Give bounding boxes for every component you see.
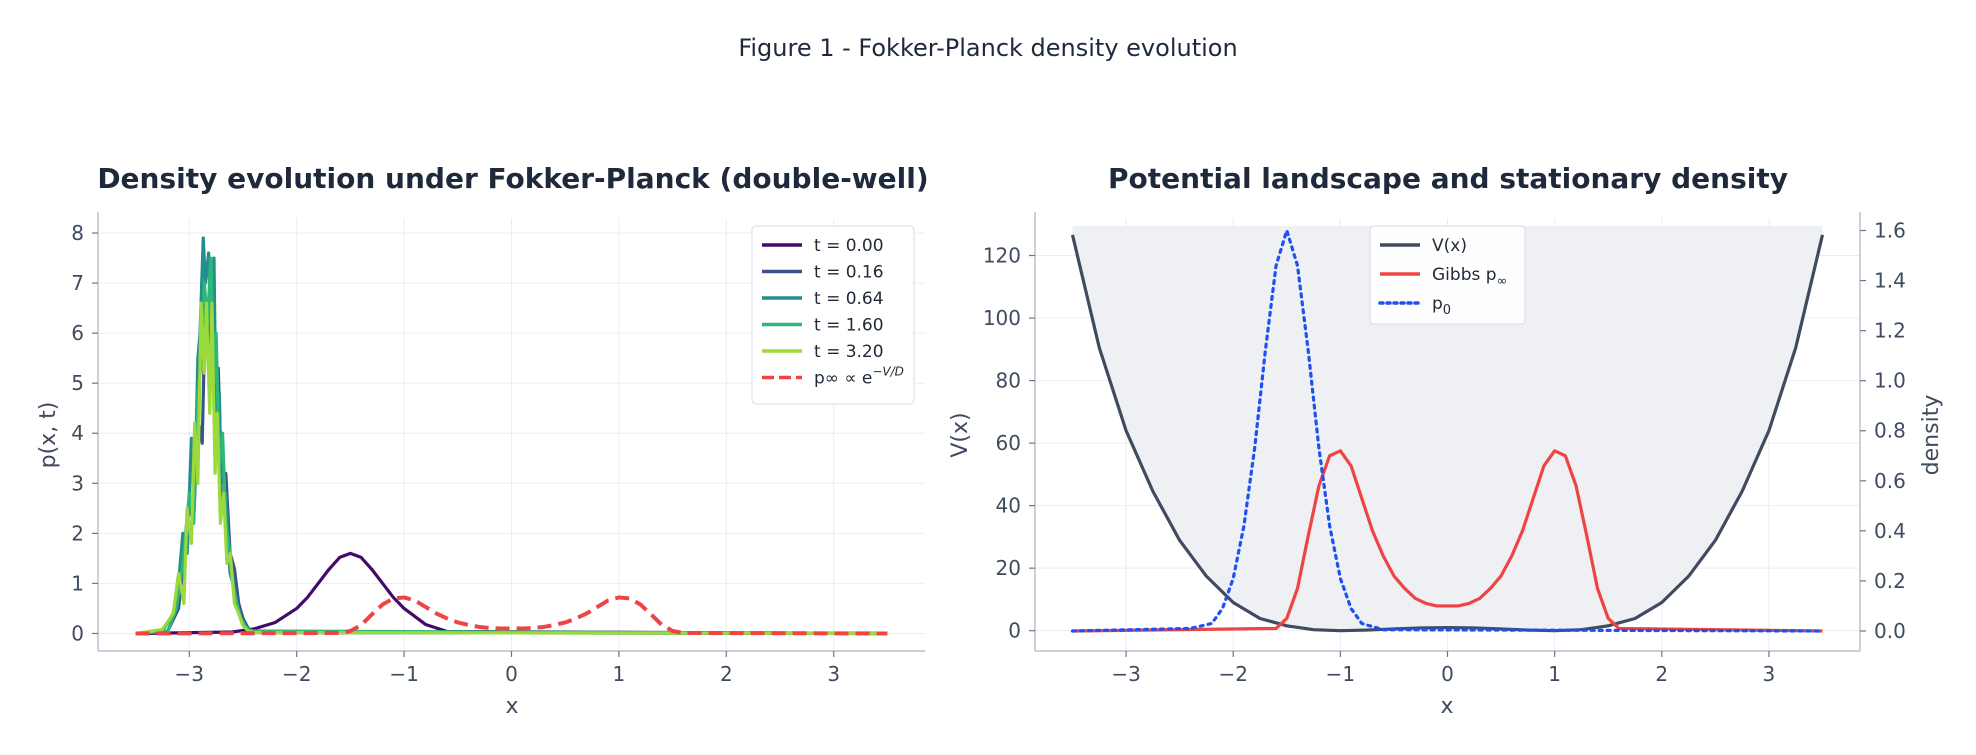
- y2-tick-label: 0.2: [1874, 569, 1906, 593]
- y-tick-label: 7: [71, 271, 84, 295]
- series-line-0: [1070, 234, 1825, 633]
- y2-tick-label: 0.8: [1874, 419, 1906, 443]
- figure-suptitle: Figure 1 - Fokker-Planck density evoluti…: [738, 34, 1237, 62]
- series-line-1: [1072, 449, 1823, 633]
- x-tick-label: 1: [1548, 662, 1561, 686]
- x-tick-label: −3: [175, 662, 204, 686]
- x-tick-label: −2: [282, 662, 311, 686]
- right-secondary-y-axis-label: density: [1919, 395, 1944, 476]
- x-tick-label: 3: [827, 662, 840, 686]
- x-tick-label: −1: [389, 662, 418, 686]
- x-tick-label: −2: [1218, 662, 1247, 686]
- left-y-axis-label: p(x, t): [36, 402, 61, 469]
- y2-tick-label: 1.4: [1874, 269, 1906, 293]
- right-panel-title: Potential landscape and stationary densi…: [1108, 162, 1788, 195]
- y-tick-label: 100: [983, 306, 1021, 330]
- legend-frame: [1369, 225, 1526, 325]
- y2-tick-label: 1.2: [1874, 319, 1906, 343]
- x-tick-label: 0: [505, 662, 518, 686]
- y-tick-label: 0: [71, 621, 84, 645]
- right-secondary-y-ticks: 0.0 0.2 0.4 0.6 0.8 1.0 1.2 1.4 1.6: [1860, 219, 1906, 643]
- right-series-layer: [1070, 228, 1825, 633]
- left-x-ticks: −3 −2 −1 0 1 2 3: [175, 651, 840, 686]
- legend-label: t = 0.16: [814, 263, 884, 283]
- right-y-axis-label: V(x): [948, 412, 973, 457]
- density-evolution-panel: Density evolution under Fokker-Planck (d…: [36, 162, 929, 719]
- y-tick-label: 60: [996, 431, 1021, 455]
- left-y-ticks: 0 1 2 3 4 5 6 7 8: [71, 221, 98, 645]
- y-tick-label: 80: [996, 369, 1021, 393]
- y-tick-label: 3: [71, 471, 84, 495]
- y-tick-label: 20: [996, 556, 1021, 580]
- left-panel-title: Density evolution under Fokker-Planck (d…: [97, 162, 928, 195]
- legend-label: t = 1.60: [814, 316, 884, 336]
- y2-tick-label: 1.6: [1874, 219, 1906, 243]
- legend-label: V(x): [1432, 236, 1467, 256]
- right-fill-layer: [1072, 226, 1823, 631]
- y-tick-label: 0: [1008, 619, 1021, 643]
- y2-tick-label: 0.6: [1874, 469, 1906, 493]
- y-tick-label: 120: [983, 244, 1021, 268]
- series-line-5: [135, 595, 888, 636]
- y2-tick-label: 0.0: [1874, 619, 1906, 643]
- y-tick-label: 40: [996, 494, 1021, 518]
- x-tick-label: 2: [1655, 662, 1668, 686]
- right-x-ticks: −3 −2 −1 0 1 2 3: [1111, 651, 1775, 686]
- y-tick-label: 1: [71, 571, 84, 595]
- series-line-2: [1070, 228, 1825, 633]
- legend-label: t = 0.00: [814, 236, 884, 256]
- legend-label-subscript: 0: [1443, 303, 1451, 318]
- series-line-4: [135, 301, 888, 636]
- left-series-layer: [135, 236, 888, 636]
- x-tick-label: −3: [1111, 662, 1140, 686]
- x-tick-label: 1: [613, 662, 626, 686]
- legend-label: t = 3.20: [814, 342, 884, 362]
- potential-landscape-panel: Potential landscape and stationary densi…: [948, 162, 1944, 719]
- y-tick-label: 8: [71, 221, 84, 245]
- potential-fill-area: [1072, 226, 1823, 631]
- y2-tick-label: 0.4: [1874, 519, 1906, 543]
- y-tick-label: 5: [71, 371, 84, 395]
- legend-label: t = 0.64: [814, 289, 884, 309]
- legend-label-superscript: −V/D: [872, 365, 904, 379]
- x-tick-label: 0: [1441, 662, 1454, 686]
- x-tick-label: 2: [720, 662, 733, 686]
- x-tick-label: −1: [1326, 662, 1355, 686]
- x-tick-label: 3: [1763, 662, 1776, 686]
- left-x-axis-label: x: [505, 694, 518, 719]
- left-legend: t = 0.00 t = 0.16 t = 0.64 t = 1.60 t = 3.20…: [751, 225, 915, 405]
- y-tick-label: 2: [71, 521, 84, 545]
- right-legend: V(x)Gibbs p∞p0: [1369, 225, 1526, 325]
- y-tick-label: 6: [71, 321, 84, 345]
- y2-tick-label: 1.0: [1874, 369, 1906, 393]
- legend-label-subscript: ∞: [1497, 274, 1508, 289]
- series-line-0: [135, 551, 888, 636]
- right-x-axis-label: x: [1440, 694, 1453, 719]
- right-y-ticks: 0 20 40 60 80 100 120: [983, 244, 1035, 643]
- y-tick-label: 4: [71, 421, 84, 445]
